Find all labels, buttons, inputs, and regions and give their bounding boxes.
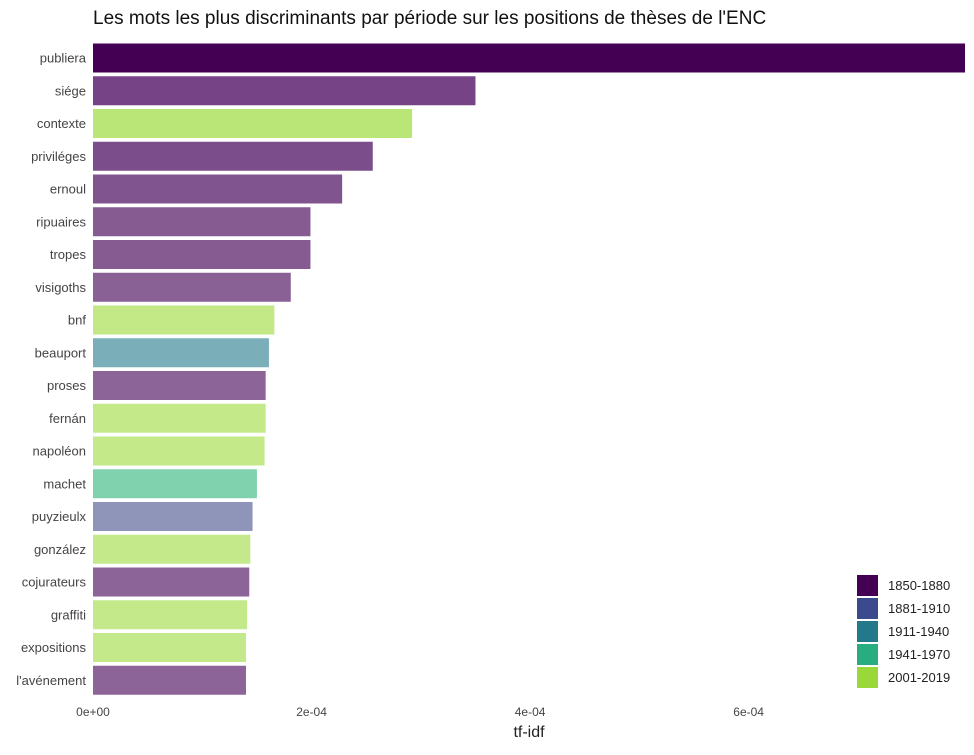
bar-2 (93, 109, 413, 138)
y-tick-label: tropes (50, 247, 87, 262)
legend: 1850-1880 1881-1910 1911-1940 1941-1970 2001… (857, 575, 950, 688)
bar-0 (93, 43, 965, 73)
y-tick-label: gonzález (34, 542, 86, 557)
bar-18 (93, 633, 246, 662)
bar-11 (93, 403, 266, 433)
bar-5 (93, 207, 311, 237)
legend-swatch (857, 575, 878, 596)
y-tick-label: ernoul (50, 182, 86, 197)
bar-4 (93, 174, 343, 204)
bar-8 (93, 305, 275, 335)
bar-16 (93, 567, 250, 597)
x-tick-label: 4e-04 (515, 705, 546, 719)
legend-label: 1850-1880 (888, 578, 950, 593)
y-tick-label: cojurateurs (22, 575, 87, 590)
y-tick-label: priviléges (31, 149, 86, 164)
bar-3 (93, 141, 373, 171)
y-tick-label: l'avénement (16, 673, 86, 688)
y-tick-label: bnf (68, 313, 86, 328)
y-tick-label: siége (55, 83, 86, 98)
bar-6 (93, 240, 311, 269)
y-tick-label: machet (43, 476, 86, 491)
y-tick-label: ripuaires (36, 214, 86, 229)
y-tick-label: contexte (37, 116, 86, 131)
y-tick-label: fernán (49, 411, 86, 426)
bar-10 (93, 371, 266, 400)
bar-15 (93, 534, 251, 564)
x-axis-label: tf-idf (513, 724, 545, 741)
legend-label: 2001-2019 (888, 670, 950, 685)
y-tick-label: expositions (21, 640, 87, 655)
y-tick-label: puyzieulx (32, 509, 87, 524)
y-tick-label: publiera (40, 51, 87, 66)
x-tick-label: 2e-04 (296, 705, 327, 719)
legend-swatch (857, 598, 878, 619)
x-tick-label: 6e-04 (733, 705, 764, 719)
legend-label: 1911-1940 (888, 624, 949, 639)
legend-swatch (857, 644, 878, 665)
bar-12 (93, 436, 265, 466)
bar-17 (93, 600, 248, 630)
legend-swatch (857, 621, 878, 642)
y-tick-labels: publiera siége contexte priviléges ernoul rip… (16, 51, 86, 688)
bar-9 (93, 338, 269, 368)
x-tick-labels: 0e+00 2e-04 4e-04 6e-04 (76, 705, 764, 719)
bar-14 (93, 502, 253, 531)
legend-label: 1881-1910 (888, 601, 950, 616)
legend-swatch (857, 667, 878, 688)
y-tick-label: napoléon (33, 444, 87, 459)
bar-13 (93, 469, 257, 499)
x-tick-label: 0e+00 (76, 705, 110, 719)
y-tick-label: visigoths (35, 280, 86, 295)
y-tick-label: graffiti (51, 607, 86, 622)
bars-group (93, 43, 965, 695)
y-tick-label: proses (47, 378, 87, 393)
legend-label: 1941-1970 (888, 647, 950, 662)
bar-19 (93, 665, 246, 695)
bar-7 (93, 272, 291, 302)
bar-1 (93, 76, 476, 106)
chart-title: Les mots les plus discriminants par péri… (93, 8, 766, 29)
y-tick-label: beauport (35, 345, 87, 360)
